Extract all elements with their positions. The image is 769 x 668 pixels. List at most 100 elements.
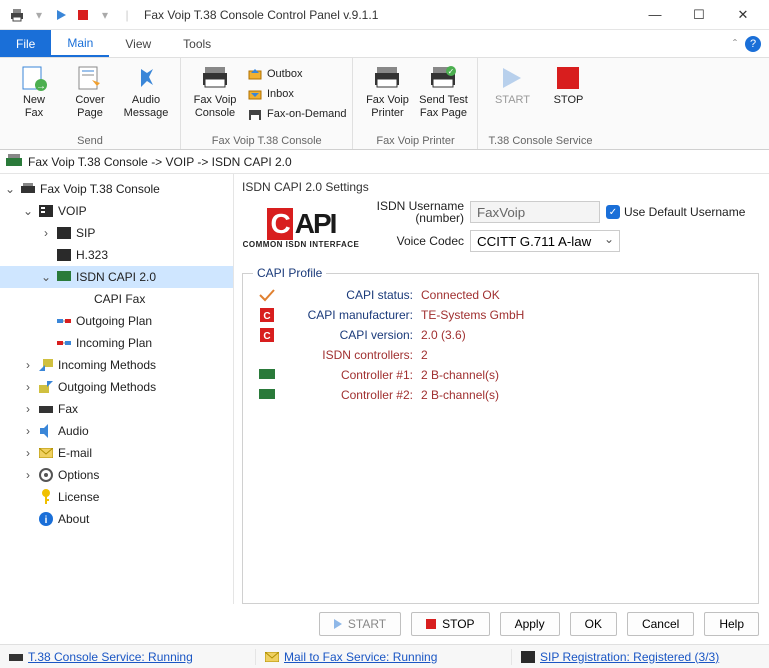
status-t38-link[interactable]: T.38 Console Service: Running bbox=[28, 650, 193, 664]
use-default-label: Use Default Username bbox=[624, 205, 745, 219]
tree-root[interactable]: ⌄Fax Voip T.38 Console bbox=[0, 178, 233, 200]
status-t38: T.38 Console Service: Running bbox=[0, 649, 256, 665]
help-button[interactable]: Help bbox=[704, 612, 759, 636]
ok-label: OK bbox=[585, 617, 602, 631]
qat-printer-icon[interactable] bbox=[8, 6, 26, 24]
qat-dropdown2-icon[interactable]: ▾ bbox=[96, 6, 114, 24]
username-field[interactable] bbox=[470, 201, 600, 223]
status-mail: Mail to Fax Service: Running bbox=[256, 649, 512, 665]
bottom-stop-button[interactable]: STOP bbox=[411, 612, 489, 636]
main-area: ⌄Fax Voip T.38 Console ⌄VOIP ›SIP H.323 … bbox=[0, 174, 769, 604]
bottom-start-button[interactable]: START bbox=[319, 612, 401, 636]
service-start-button[interactable]: START bbox=[484, 64, 540, 107]
ver-key: CAPI version: bbox=[281, 328, 421, 342]
tree-about[interactable]: iAbout bbox=[0, 508, 233, 530]
tree-fax[interactable]: ›Fax bbox=[0, 398, 233, 420]
cover-page-button[interactable]: Cover Page bbox=[62, 64, 118, 119]
ver-val: 2.0 (3.6) bbox=[421, 328, 748, 342]
tree-license[interactable]: License bbox=[0, 486, 233, 508]
tree-outgoing-methods[interactable]: ›Outgoing Methods bbox=[0, 376, 233, 398]
status-icon bbox=[253, 288, 281, 302]
tree-isdn-capi[interactable]: ⌄ISDN CAPI 2.0 bbox=[0, 266, 233, 288]
tree-audio[interactable]: ›Audio bbox=[0, 420, 233, 442]
tab-file[interactable]: File bbox=[0, 30, 51, 57]
tab-main[interactable]: Main bbox=[51, 30, 109, 57]
tree-isdn-capi-label: ISDN CAPI 2.0 bbox=[76, 270, 156, 284]
help-icon[interactable]: ? bbox=[745, 36, 761, 52]
status-mail-link[interactable]: Mail to Fax Service: Running bbox=[284, 650, 437, 664]
ribbon-group-console: Fax Voip Console Outbox Inbox Fax-on-Dem… bbox=[181, 58, 353, 149]
codec-select[interactable]: CCITT G.711 A-law bbox=[470, 230, 620, 252]
cancel-button[interactable]: Cancel bbox=[627, 612, 694, 636]
qat-stop-icon[interactable] bbox=[74, 6, 92, 24]
svg-text:C: C bbox=[263, 331, 270, 342]
ribbon-group-printer: Fax Voip Printer ✓ Send Test Fax Page Fax… bbox=[353, 58, 478, 149]
apply-button[interactable]: Apply bbox=[500, 612, 560, 636]
tree-email[interactable]: ›E-mail bbox=[0, 442, 233, 464]
use-default-checkbox[interactable]: ✓Use Default Username bbox=[606, 205, 745, 219]
tab-view[interactable]: View bbox=[109, 30, 167, 57]
minimize-button[interactable]: — bbox=[633, 1, 677, 29]
manuf-icon: C bbox=[253, 308, 281, 322]
content-pane: ISDN CAPI 2.0 Settings CAPI COMMON ISDN … bbox=[234, 174, 769, 604]
tree-options[interactable]: ›Options bbox=[0, 464, 233, 486]
ok-button[interactable]: OK bbox=[570, 612, 617, 636]
fax-voip-printer-button[interactable]: Fax Voip Printer bbox=[359, 64, 415, 119]
ribbon-group-printer-label: Fax Voip Printer bbox=[376, 133, 454, 149]
tree-h323[interactable]: H.323 bbox=[0, 244, 233, 266]
inbox-button[interactable]: Inbox bbox=[247, 86, 346, 102]
tree-options-label: Options bbox=[58, 468, 99, 482]
fax-voip-printer-label: Fax Voip Printer bbox=[366, 94, 409, 119]
tab-tools[interactable]: Tools bbox=[167, 30, 227, 57]
window-title: Fax Voip T.38 Console Control Panel v.9.… bbox=[136, 8, 633, 22]
window-controls: — ☐ ✕ bbox=[633, 1, 765, 29]
titlebar: ▾ ▾ | Fax Voip T.38 Console Control Pane… bbox=[0, 0, 769, 30]
tree-outgoing-methods-label: Outgoing Methods bbox=[58, 380, 156, 394]
ribbon-group-console-label: Fax Voip T.38 Console bbox=[212, 133, 322, 149]
nav-tree: ⌄Fax Voip T.38 Console ⌄VOIP ›SIP H.323 … bbox=[0, 174, 234, 604]
send-test-fax-page-button[interactable]: ✓ Send Test Fax Page bbox=[415, 64, 471, 119]
quick-access-toolbar: ▾ ▾ | bbox=[4, 6, 136, 24]
maximize-button[interactable]: ☐ bbox=[677, 1, 721, 29]
qat-dropdown-icon[interactable]: ▾ bbox=[30, 6, 48, 24]
fax-voip-console-button[interactable]: Fax Voip Console bbox=[187, 64, 243, 119]
chevron-up-icon[interactable]: ˆ bbox=[733, 37, 737, 51]
help-label: Help bbox=[719, 617, 744, 631]
tree-outgoing-plan-label: Outgoing Plan bbox=[76, 314, 152, 328]
tree-capi-fax-label: CAPI Fax bbox=[94, 292, 145, 306]
capi-profile-legend: CAPI Profile bbox=[253, 266, 326, 280]
tree-voip[interactable]: ⌄VOIP bbox=[0, 200, 233, 222]
c2-val: 2 B-channel(s) bbox=[421, 388, 748, 402]
close-button[interactable]: ✕ bbox=[721, 1, 765, 29]
tree-capi-fax[interactable]: CAPI Fax bbox=[0, 288, 233, 310]
status-sip-link[interactable]: SIP Registration: Registered (3/3) bbox=[540, 650, 719, 664]
outbox-button[interactable]: Outbox bbox=[247, 66, 346, 82]
breadcrumb-icon bbox=[6, 154, 22, 170]
svg-text:→: → bbox=[36, 81, 46, 91]
tree-incoming-plan[interactable]: Incoming Plan bbox=[0, 332, 233, 354]
status-sip: SIP Registration: Registered (3/3) bbox=[512, 649, 769, 665]
fax-on-demand-label: Fax-on-Demand bbox=[267, 108, 346, 120]
ribbon-group-service-label: T.38 Console Service bbox=[489, 133, 593, 149]
ctrl-val: 2 bbox=[421, 348, 748, 362]
service-stop-button[interactable]: STOP bbox=[540, 64, 596, 107]
tree-outgoing-plan[interactable]: Outgoing Plan bbox=[0, 310, 233, 332]
bottom-button-bar: START STOP Apply OK Cancel Help bbox=[0, 604, 769, 644]
tree-incoming-methods[interactable]: ›Incoming Methods bbox=[0, 354, 233, 376]
qat-play-icon[interactable] bbox=[52, 6, 70, 24]
ribbon-group-send: →New Fax Cover Page Audio Message Send bbox=[0, 58, 181, 149]
username-label: ISDN Username (number) bbox=[368, 200, 464, 224]
svg-text:✓: ✓ bbox=[448, 67, 455, 76]
audio-message-button[interactable]: Audio Message bbox=[118, 64, 174, 119]
tree-email-label: E-mail bbox=[58, 446, 92, 460]
c1-icon bbox=[253, 369, 281, 381]
codec-label: Voice Codec bbox=[368, 235, 464, 247]
new-fax-label: New Fax bbox=[23, 94, 45, 119]
menu-tabs: File Main View Tools ˆ ? bbox=[0, 30, 769, 58]
status-mail-icon bbox=[264, 649, 280, 665]
new-fax-button[interactable]: → New Fax bbox=[6, 64, 62, 119]
tree-sip[interactable]: ›SIP bbox=[0, 222, 233, 244]
fax-on-demand-button[interactable]: Fax-on-Demand bbox=[247, 106, 346, 122]
outbox-label: Outbox bbox=[267, 68, 302, 80]
send-test-fax-page-label: Send Test Fax Page bbox=[419, 94, 468, 119]
